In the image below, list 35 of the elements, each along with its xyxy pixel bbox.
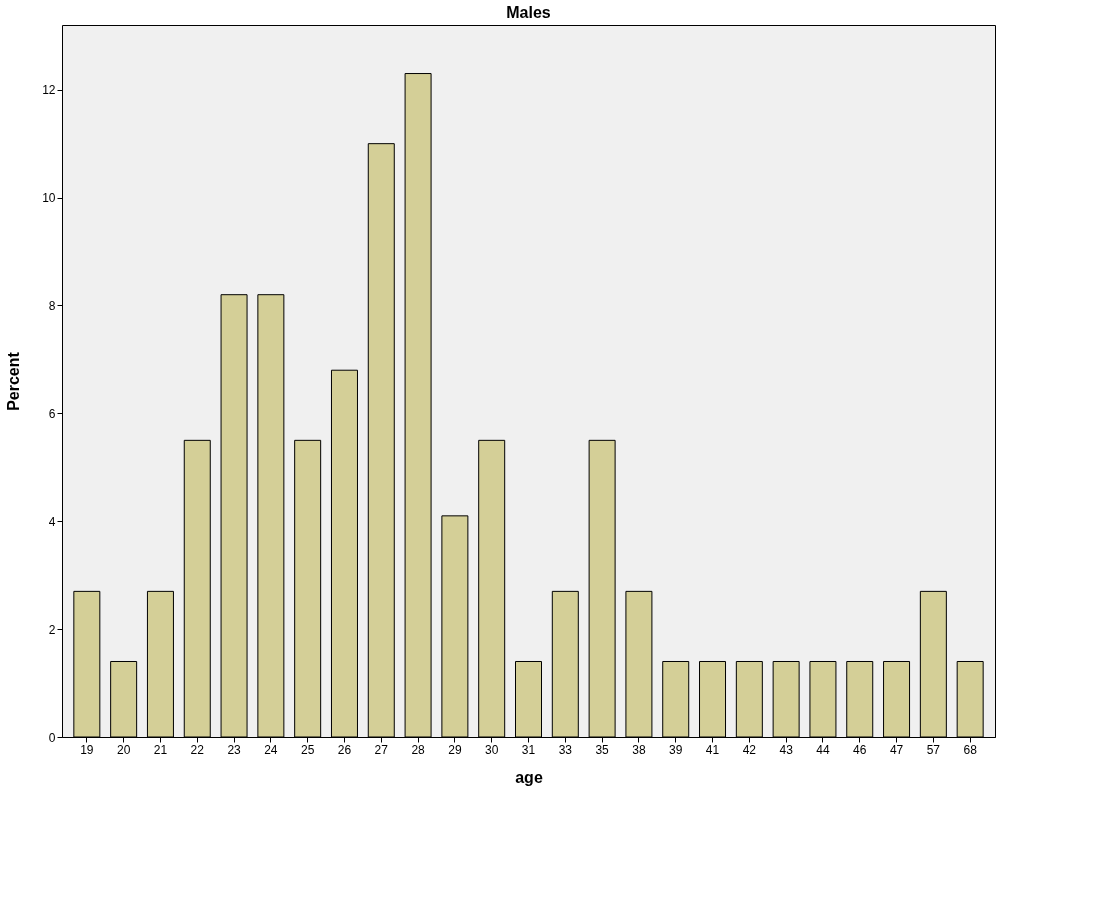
x-tick-label: 44 xyxy=(816,742,830,757)
x-tick-label: 24 xyxy=(264,742,278,757)
x-tick-label: 33 xyxy=(558,742,573,757)
x-tick-label: 31 xyxy=(521,742,536,757)
x-tick-label: 20 xyxy=(116,742,131,757)
y-tick-label: 12 xyxy=(42,83,56,98)
x-tick-label: 39 xyxy=(669,742,683,757)
x-tick-label: 57 xyxy=(926,742,941,757)
y-tick-label: 0 xyxy=(48,730,56,745)
y-tick-label: 4 xyxy=(48,514,56,529)
y-tick-label: 10 xyxy=(42,191,56,206)
x-tick-label: 19 xyxy=(80,742,94,757)
y-axis-title: Percent xyxy=(5,351,23,411)
x-tick-label: 28 xyxy=(411,742,426,757)
x-tick-label: 21 xyxy=(153,742,168,757)
x-tick-label: 42 xyxy=(742,742,757,757)
x-tick-label: 22 xyxy=(190,742,205,757)
chart-title: Males xyxy=(506,4,551,21)
y-tick-label: 2 xyxy=(48,622,56,637)
y-tick-label: 8 xyxy=(48,298,56,313)
x-tick-label: 38 xyxy=(632,742,646,757)
x-tick-label: 30 xyxy=(485,742,499,757)
x-tick-label: 23 xyxy=(227,742,242,757)
x-tick-label: 47 xyxy=(889,742,904,757)
x-axis-title: age xyxy=(515,768,543,786)
x-tick-label: 68 xyxy=(963,742,978,757)
x-tick-label: 41 xyxy=(705,742,720,757)
y-tick-label: 6 xyxy=(48,406,56,421)
x-tick-label: 26 xyxy=(337,742,352,757)
x-tick-label: 35 xyxy=(595,742,610,757)
x-tick-label: 25 xyxy=(300,742,315,757)
x-tick-label: 46 xyxy=(853,742,867,757)
x-tick-label: 43 xyxy=(779,742,794,757)
x-tick-label: 27 xyxy=(374,742,389,757)
x-tick-label: 29 xyxy=(448,742,462,757)
